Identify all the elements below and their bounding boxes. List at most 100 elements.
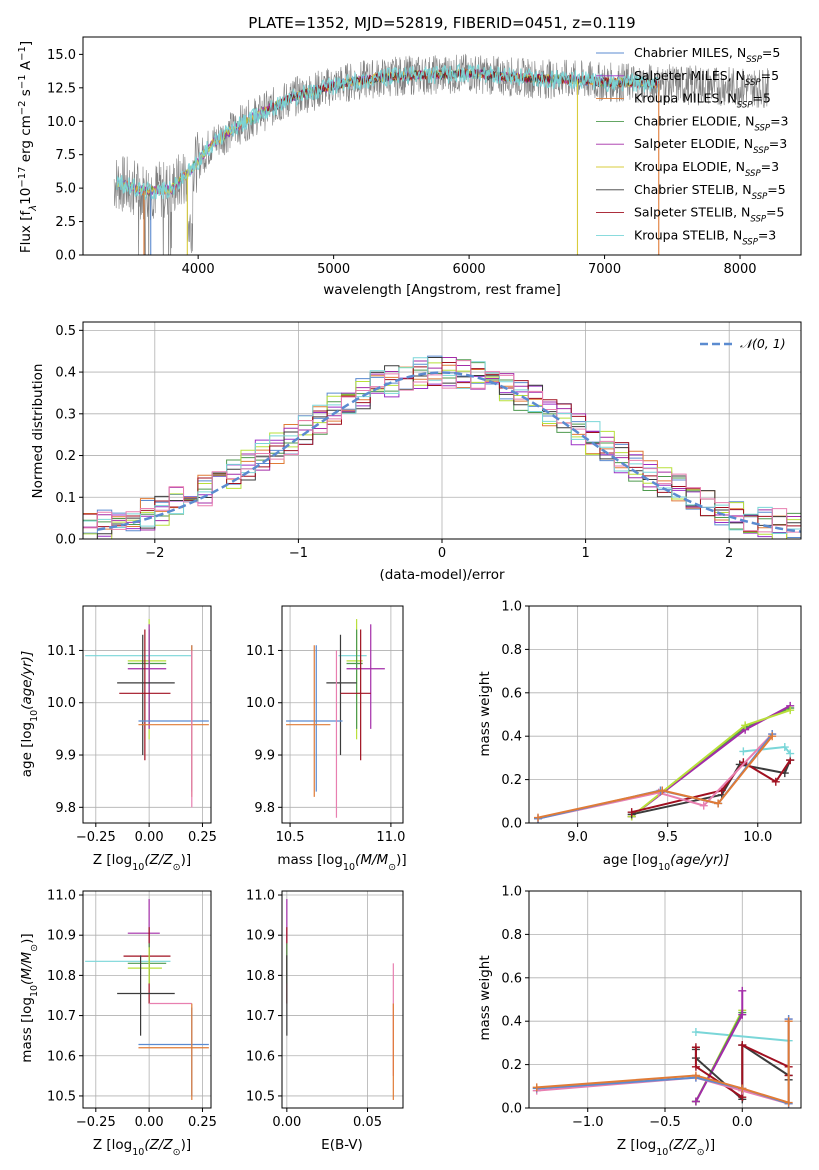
normal-legend-label: 𝒩(0, 1) <box>740 336 786 351</box>
y-tick-label: 0.2 <box>501 773 522 788</box>
residuals-legend: 𝒩(0, 1) <box>700 336 786 351</box>
residuals-histograms <box>83 355 801 539</box>
y-tick-label: 12.5 <box>47 81 76 96</box>
y-tick-label: 0.0 <box>55 533 76 548</box>
legend-label-sub: SSP <box>753 146 769 156</box>
weight-line-kroupa_stelib <box>695 1031 789 1042</box>
x-tick-label: 4000 <box>182 262 215 277</box>
x-tick-label: 10.5 <box>276 830 305 845</box>
x-tick-label: −0.5 <box>649 1115 681 1130</box>
legend-label-text: Salpeter MILES, N <box>634 68 745 83</box>
y-tick-label: 10.0 <box>47 696 76 711</box>
x-tick-label: 0.00 <box>272 1115 301 1130</box>
y-tick-label: 10.1 <box>246 644 275 659</box>
y-tick-label: 0.4 <box>501 1015 522 1030</box>
y-tick-label: 0.4 <box>501 730 522 745</box>
legend-label-sub: SSP <box>745 169 761 179</box>
weight-marker-pink <box>699 801 708 810</box>
y-tick-label: 0.1 <box>55 491 76 506</box>
weight-marker-kroupa_miles <box>534 813 543 822</box>
y-tick-label: 9.8 <box>254 801 275 816</box>
age-weight-ylabel: mass weight <box>477 671 493 756</box>
x-tick-label: 0.00 <box>135 1115 164 1130</box>
x-tick-label: 0 <box>438 546 446 561</box>
x-tick-label: 0.25 <box>188 1115 217 1130</box>
z-weight-xlabel: Z [log10(Z/Z⊙)] <box>617 1137 715 1158</box>
z-age-ylabel: age [log10(age/yr)] <box>19 651 40 777</box>
legend-label-sub: SSP <box>737 101 753 111</box>
y-tick-label: 0.8 <box>501 928 522 943</box>
y-tick-label: 1.0 <box>501 885 522 900</box>
legend-label-tail: =3 <box>769 136 787 151</box>
weight-marker-kroupa_miles <box>691 1071 700 1080</box>
weight-marker-salpeter_elodie <box>691 1097 700 1106</box>
y-tick-label: 0.6 <box>501 686 522 701</box>
legend-label-kroupa_stelib: Kroupa STELIB, NSSP=3 <box>634 227 776 247</box>
y-tick-label: 10.5 <box>246 1089 275 1104</box>
x-tick-label: −1.0 <box>572 1115 604 1130</box>
legend-label-text: Kroupa MILES, N <box>634 91 737 106</box>
axes-frame <box>82 605 212 824</box>
spectrum-clip-group <box>113 53 769 255</box>
legend-label-tail: =5 <box>761 68 779 83</box>
weight-marker-salpeter_elodie <box>738 986 747 995</box>
weight-marker-kroupa_stelib <box>786 749 795 758</box>
legend-label-text: Kroupa ELODIE, N <box>634 159 745 174</box>
y-tick-label: 7.5 <box>55 148 76 163</box>
z-mass-panel: −0.25 0.00 0.25 10.5 10.6 10.7 10.8 10.9 11.0 Z … <box>19 889 217 1158</box>
weight-marker-kroupa_miles <box>784 1017 793 1026</box>
axes-frame <box>528 605 802 824</box>
legend-label-text: Chabrier STELIB, N <box>634 182 752 197</box>
y-tick-label: 1.0 <box>501 600 522 615</box>
y-tick-label: 10.0 <box>47 115 76 130</box>
x-tick-label: 0.00 <box>135 830 164 845</box>
legend-label-tail: =3 <box>770 113 788 128</box>
x-tick-label: 0.0 <box>732 1115 753 1130</box>
histogram-pink <box>83 360 801 539</box>
weight-marker-kroupa_stelib <box>780 743 789 752</box>
x-tick-label: −1 <box>289 546 308 561</box>
x-tick-label: 8000 <box>723 262 756 277</box>
legend-label-kroupa_miles: Kroupa MILES, NSSP=5 <box>634 91 771 111</box>
weight-marker-salpeter_stelib <box>691 1062 700 1071</box>
legend-label-text: Kroupa STELIB, N <box>634 227 742 242</box>
axes-frame <box>82 890 212 1109</box>
y-tick-label: 10.9 <box>47 929 76 944</box>
axes-frame <box>281 890 404 1109</box>
x-tick-label: 0.05 <box>353 1115 382 1130</box>
y-tick-label: 10.6 <box>246 1049 275 1064</box>
model-spectrum-kroupa_stelib <box>116 62 659 200</box>
legend-label-tail: =3 <box>761 159 779 174</box>
legend-label-sub: SSP <box>742 237 758 247</box>
y-tick-label: 0.2 <box>501 1058 522 1073</box>
y-tick-label: 9.9 <box>254 749 275 764</box>
ebv-mass-body: 0.00 0.05 10.5 10.6 10.7 10.8 10.9 11.0 <box>246 889 404 1130</box>
weight-marker-salpeter_stelib <box>691 1043 700 1052</box>
legend-label-tail: =5 <box>767 182 785 197</box>
x-tick-label: −2 <box>145 546 164 561</box>
y-tick-label: 10.8 <box>47 969 76 984</box>
weight-marker-lime <box>786 706 795 715</box>
legend-label-sub: SSP <box>754 123 770 133</box>
x-tick-label: 7000 <box>588 262 621 277</box>
y-tick-label: 10.6 <box>47 1049 76 1064</box>
y-tick-label: 10.0 <box>246 696 275 711</box>
y-tick-label: 15.0 <box>47 48 76 63</box>
legend-label-text: Chabrier MILES, N <box>634 45 746 60</box>
y-tick-label: 2.5 <box>55 215 76 230</box>
y-tick-label: 0.4 <box>55 366 76 381</box>
ebv-mass-panel: 0.00 0.05 10.5 10.6 10.7 10.8 10.9 11.0 E(B-V) <box>246 889 404 1153</box>
z-mass-body: −0.25 0.00 0.25 10.5 10.6 10.7 10.8 10.9 11.0 <box>47 889 217 1130</box>
residuals-ticks: −2 −1 0 1 2 0.0 0.1 0.2 0.3 0.4 0.5 <box>55 321 802 561</box>
z-weight-ylabel: mass weight <box>477 955 493 1040</box>
legend-label-sub: SSP <box>745 78 761 88</box>
legend-label-tail: =5 <box>762 45 780 60</box>
x-tick-label: −0.25 <box>76 830 116 845</box>
y-tick-label: 10.7 <box>246 1009 275 1024</box>
x-tick-label: 9.5 <box>657 830 678 845</box>
weight-marker-kroupa_miles <box>738 1084 747 1093</box>
mass-age-panel: 10.5 11.0 9.8 9.9 10.0 10.1 mass [log10(M/M⊙)… <box>246 605 407 873</box>
x-tick-label: 6000 <box>453 262 486 277</box>
x-tick-label: 0.25 <box>188 830 217 845</box>
